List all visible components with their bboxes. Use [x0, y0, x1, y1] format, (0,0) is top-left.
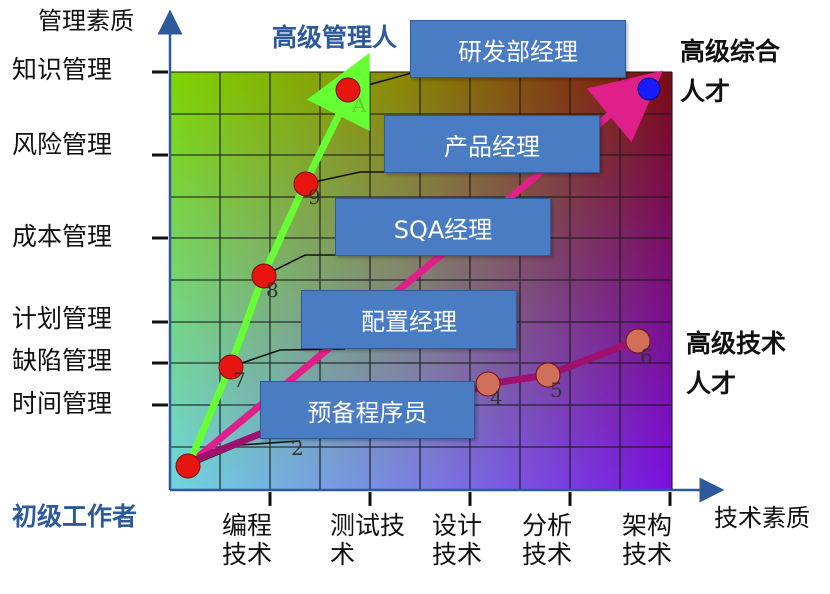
marker-5	[535, 362, 561, 388]
callout-config-manager: 配置经理	[301, 290, 517, 349]
marker-start	[175, 453, 201, 479]
marker-label-7: 7	[233, 368, 246, 392]
path-markers	[175, 77, 661, 479]
senior-manager-title: 高级管理人	[272, 23, 398, 52]
x-label-design: 设计 技术	[432, 511, 483, 569]
y-axis-title: 管理素质	[38, 7, 134, 35]
x-axis-ticks	[268, 492, 672, 506]
marker-label-5: 5	[550, 378, 563, 402]
x-label-programming: 编程 技术	[222, 511, 273, 569]
marker-8	[251, 263, 277, 289]
y-label-defect: 缺陷管理	[12, 346, 113, 375]
marker-7	[218, 354, 244, 380]
marker-top-target	[637, 77, 661, 101]
y-label-knowledge: 知识管理	[12, 55, 113, 84]
x-label-analysis: 分析 技术	[522, 511, 573, 569]
marker-label-2: 2	[291, 436, 304, 460]
marker-4	[475, 371, 501, 397]
callout-sqa-manager: SQA经理	[335, 198, 551, 256]
marker-label-6: 6	[640, 344, 653, 368]
x-label-architecture: 架构 技术	[622, 511, 673, 569]
marker-6	[625, 328, 651, 354]
x-axis-title: 技术素质	[714, 504, 810, 532]
marker-label-8: 8	[266, 278, 279, 302]
marker-A	[335, 77, 361, 103]
y-label-time: 时间管理	[12, 389, 113, 418]
senior-all-round-title: 高级综合 人才	[680, 37, 781, 106]
y-label-cost: 成本管理	[12, 222, 113, 251]
y-label-risk: 风险管理	[12, 130, 113, 159]
x-label-testing: 测试技术	[330, 511, 406, 569]
callout-rd-manager: 研发部经理	[410, 20, 626, 78]
marker-label-9: 9	[308, 185, 321, 209]
y-label-plan: 计划管理	[12, 304, 113, 333]
senior-technical-title: 高级技术 人才	[686, 329, 787, 398]
callout-junior-programmer: 预备程序员	[260, 381, 475, 439]
callout-product-manager: 产品经理	[384, 115, 600, 173]
y-axis-ticks	[152, 70, 168, 407]
marker-label-4: 4	[490, 386, 503, 410]
origin-label: 初级工作者	[12, 502, 138, 531]
marker-9	[293, 171, 319, 197]
marker-label-A: A	[352, 93, 367, 117]
